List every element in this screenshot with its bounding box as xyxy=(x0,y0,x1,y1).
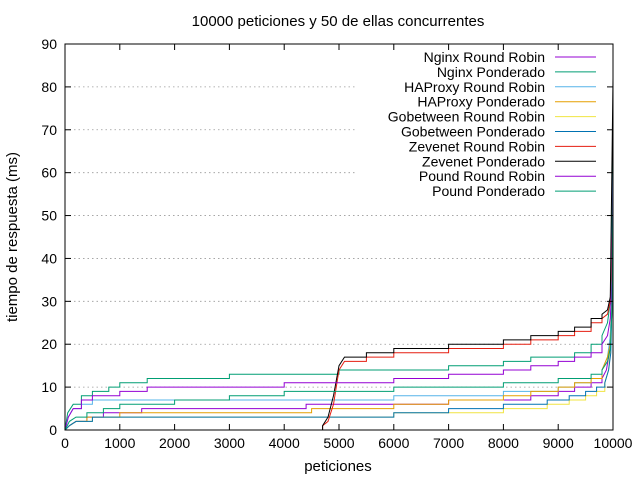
legend-label-10: Pound Ponderado xyxy=(432,183,545,199)
legend-label-3: HAProxy Round Robin xyxy=(404,79,545,95)
x-tick-label: 2000 xyxy=(159,435,190,451)
y-tick-label: 10 xyxy=(41,379,57,395)
x-tick-label: 9000 xyxy=(543,435,574,451)
legend-label-8: Zevenet Ponderado xyxy=(422,153,545,169)
legend-label-1: Nginx Round Robin xyxy=(424,49,545,65)
legend-label-4: HAProxy Ponderado xyxy=(417,94,545,110)
x-tick-label: 7000 xyxy=(433,435,464,451)
x-tick-label: 1000 xyxy=(104,435,135,451)
x-tick-label: 8000 xyxy=(488,435,519,451)
y-tick-label: 90 xyxy=(41,36,57,52)
chart-title: 10000 peticiones y 50 de ellas concurren… xyxy=(192,13,485,30)
x-tick-label: 6000 xyxy=(378,435,409,451)
legend-label-7: Zevenet Round Robin xyxy=(409,138,545,154)
y-tick-label: 0 xyxy=(49,422,57,438)
x-tick-label: 5000 xyxy=(323,435,354,451)
series-line-9 xyxy=(64,172,614,431)
y-tick-label: 20 xyxy=(41,336,57,352)
legend-label-6: Gobetween Ponderado xyxy=(401,124,545,140)
series-line-10 xyxy=(64,181,614,431)
y-tick-label: 30 xyxy=(41,293,57,309)
series-line-6 xyxy=(64,258,614,431)
y-tick-label: 50 xyxy=(41,208,57,224)
x-tick-label: 4000 xyxy=(269,435,300,451)
y-tick-label: 70 xyxy=(41,122,57,138)
legend-label-9: Pound Round Robin xyxy=(419,168,545,184)
series-line-4 xyxy=(64,194,614,431)
legend-label-5: Gobetween Round Robin xyxy=(388,109,545,125)
x-tick-label: 3000 xyxy=(214,435,245,451)
y-axis-label: tiempo de respuesta (ms) xyxy=(4,152,21,322)
y-tick-label: 40 xyxy=(41,250,57,266)
y-tick-label: 60 xyxy=(41,165,57,181)
x-tick-label: 10000 xyxy=(594,435,633,451)
axis-ticks: 0 10 20 30 40 50 60 70 80 90 0 1000 2000 3000 4000 5000… xyxy=(41,36,632,451)
legend-label-2: Nginx Ponderado xyxy=(437,64,545,80)
y-tick-label: 80 xyxy=(41,79,57,95)
x-axis-label: peticiones xyxy=(304,458,372,475)
x-tick-label: 0 xyxy=(61,435,69,451)
